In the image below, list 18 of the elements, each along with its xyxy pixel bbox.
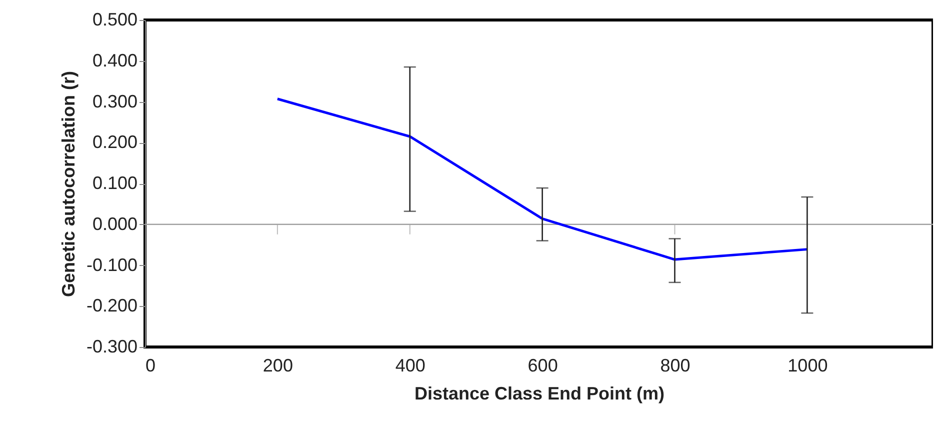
y-tick-label: 0.400 xyxy=(92,50,138,70)
x-axis-title: Distance Class End Point (m) xyxy=(414,384,665,404)
y-tick-label: 0.000 xyxy=(92,214,138,234)
x-tick-label: 200 xyxy=(262,356,293,376)
y-tick-label: -0.300 xyxy=(86,336,138,356)
y-tick-label: -0.200 xyxy=(86,296,138,316)
y-axis-title: Genetic autocorrelation (r) xyxy=(58,70,78,298)
x-tick-label: 800 xyxy=(660,356,690,376)
x-tick-label: 400 xyxy=(395,356,426,376)
x-tick-label: 1000 xyxy=(788,356,828,376)
line-series xyxy=(276,98,808,261)
y-tick-label: -0.100 xyxy=(86,254,138,275)
y-tick-label: 0.100 xyxy=(92,173,138,193)
x-tick-label: 0 xyxy=(146,356,156,376)
y-tick-label: 0.200 xyxy=(92,132,138,152)
y-tick-label: 0.500 xyxy=(92,10,138,30)
x-tick-label: 600 xyxy=(528,356,558,376)
y-tick-label: 0.300 xyxy=(92,91,138,112)
